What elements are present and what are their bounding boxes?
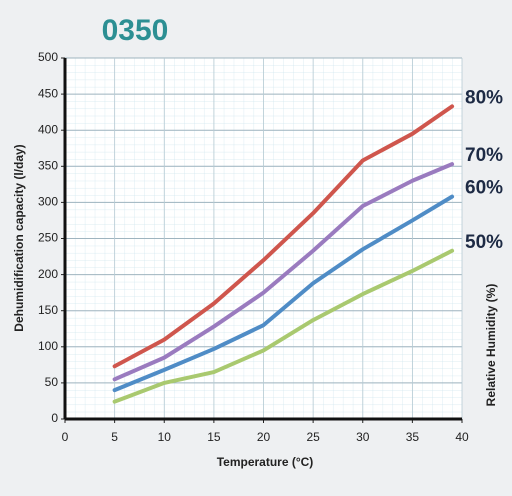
series-label: 70% [465,145,503,166]
x-axis-label: Temperature (°C) [217,455,314,469]
y-tick-label: 500 [38,50,58,64]
series-line [112,162,455,382]
legend-title: Relative Humidity (%) [484,284,498,407]
y-tick-label: 0 [51,411,58,425]
series-line [112,248,455,404]
series-label: 50% [465,232,503,253]
x-tick-label: 20 [257,430,271,444]
series-label: 80% [465,87,503,108]
chart-title: 0350 [102,14,169,47]
series-label: 60% [465,178,503,199]
series-line [112,194,455,393]
x-tick-label: 5 [111,430,118,444]
x-tick-label: 30 [356,430,370,444]
x-tick-label: 40 [455,430,469,444]
y-axis-label: Dehumidification capacity (l/day) [12,144,26,331]
y-tick-label: 400 [38,122,58,136]
x-tick-label: 35 [406,430,420,444]
y-tick-label: 300 [38,195,58,209]
series-line [112,104,455,369]
y-tick-label: 250 [38,231,58,245]
x-tick-label: 25 [306,430,320,444]
y-tick-label: 450 [38,86,58,100]
x-tick-label: 0 [62,430,69,444]
x-tick-label: 10 [158,430,172,444]
y-tick-label: 350 [38,158,58,172]
x-tick-label: 15 [207,430,221,444]
y-tick-label: 100 [38,339,58,353]
y-tick-label: 50 [45,375,59,389]
y-tick-label: 150 [38,303,58,317]
y-tick-label: 200 [38,267,58,281]
